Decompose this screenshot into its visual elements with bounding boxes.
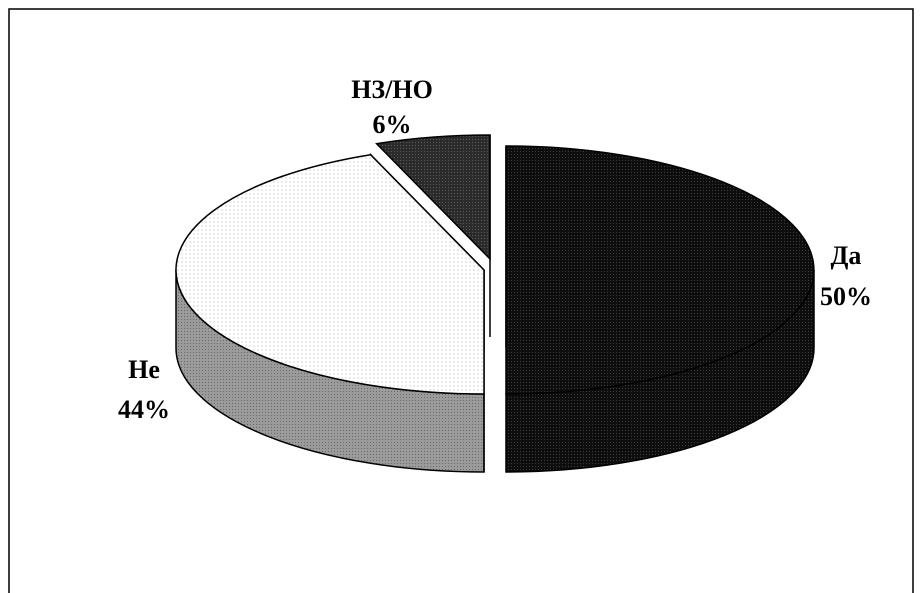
slice-nzno <box>375 134 491 261</box>
slice-da <box>505 145 815 395</box>
label-nzno-pct: 6% <box>373 110 412 139</box>
label-da-name: Да <box>831 241 862 270</box>
label-ne-pct: 44% <box>118 395 170 424</box>
chart-area-border <box>8 8 914 593</box>
label-da-pct: 50% <box>820 282 872 311</box>
slice-ne <box>175 153 485 395</box>
label-nzno-name: НЗ/НО <box>351 75 433 104</box>
label-ne-name: Не <box>128 355 160 384</box>
